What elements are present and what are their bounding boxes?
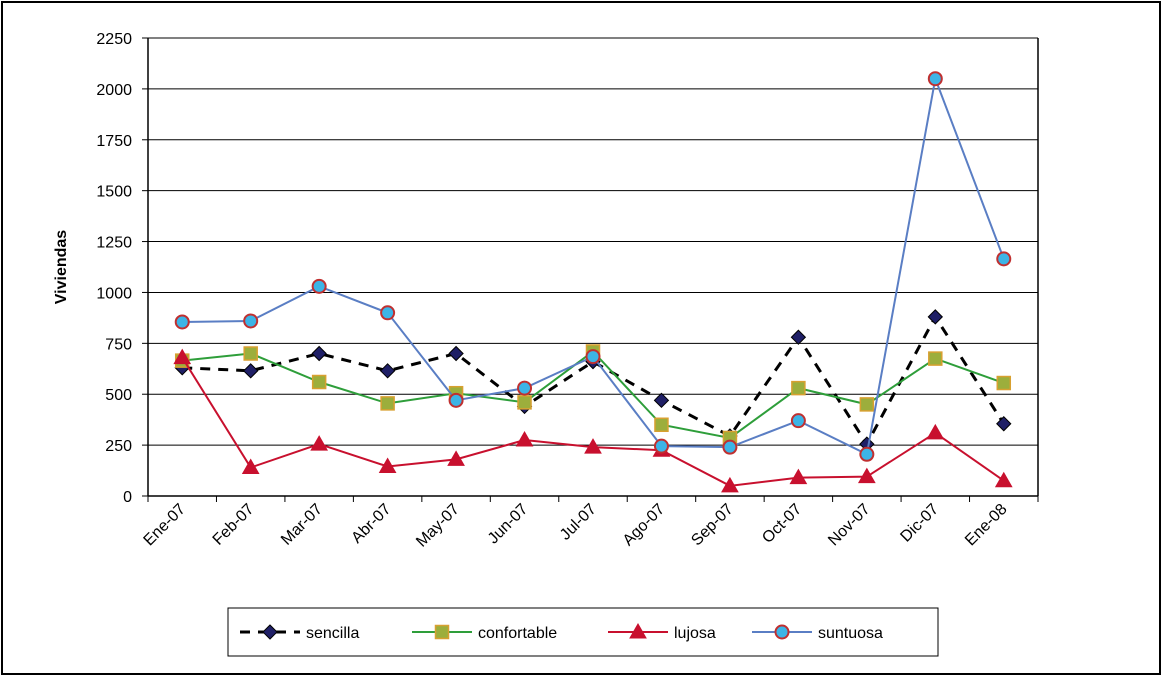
y-tick-label: 2000 <box>96 82 132 99</box>
data-point <box>996 375 1012 391</box>
y-tick-label: 0 <box>123 489 132 506</box>
data-point <box>515 431 534 447</box>
legend-box <box>227 607 939 657</box>
data-point <box>311 374 327 390</box>
legend-label: confortable <box>478 625 557 642</box>
data-point <box>584 438 602 454</box>
data-point <box>654 417 669 433</box>
y-tick-label: 1750 <box>96 133 132 150</box>
y-axis-label: Viviendas <box>53 230 70 305</box>
data-point <box>722 439 738 455</box>
data-point <box>585 349 601 365</box>
data-point <box>653 392 670 409</box>
data-point <box>789 468 808 485</box>
data-point <box>174 314 190 330</box>
legend-marker <box>774 624 790 640</box>
data-point <box>791 380 806 396</box>
data-point <box>790 329 807 345</box>
legend-label: sencilla <box>306 625 359 642</box>
data-point <box>859 446 875 462</box>
data-point <box>996 251 1012 267</box>
data-point <box>242 363 259 379</box>
legend-label: lujosa <box>674 625 716 642</box>
data-point <box>994 471 1013 488</box>
data-point <box>311 278 327 294</box>
data-point <box>517 395 532 410</box>
data-point <box>448 392 464 408</box>
legend-marker <box>434 624 450 640</box>
data-point <box>996 416 1012 432</box>
y-tick-label: 500 <box>105 387 132 404</box>
data-point <box>517 380 533 396</box>
data-point <box>448 345 464 362</box>
data-point <box>928 351 943 366</box>
data-point <box>378 457 397 473</box>
data-point <box>311 345 327 362</box>
data-point <box>857 467 876 484</box>
data-point <box>721 476 739 493</box>
data-point <box>243 346 258 361</box>
data-point <box>243 313 259 329</box>
y-tick-label: 250 <box>105 438 132 455</box>
data-point <box>447 450 465 466</box>
y-tick-label: 1250 <box>96 235 132 252</box>
data-point <box>380 305 396 321</box>
data-point <box>926 423 945 440</box>
data-point <box>380 396 395 411</box>
data-point <box>310 435 329 451</box>
data-point <box>379 363 396 379</box>
data-point <box>927 309 944 325</box>
legend-label: suntuosa <box>818 625 883 642</box>
y-tick-label: 2250 <box>96 31 132 48</box>
legend-marker <box>629 622 647 639</box>
legend-marker <box>262 624 278 640</box>
data-point <box>790 413 806 429</box>
y-tick-label: 1500 <box>96 184 132 201</box>
y-tick-label: 1000 <box>96 285 132 302</box>
data-point <box>927 71 943 87</box>
data-point <box>241 458 260 475</box>
data-point <box>173 348 192 365</box>
y-tick-label: 750 <box>105 336 132 353</box>
data-point <box>653 438 669 454</box>
data-point <box>859 397 875 412</box>
